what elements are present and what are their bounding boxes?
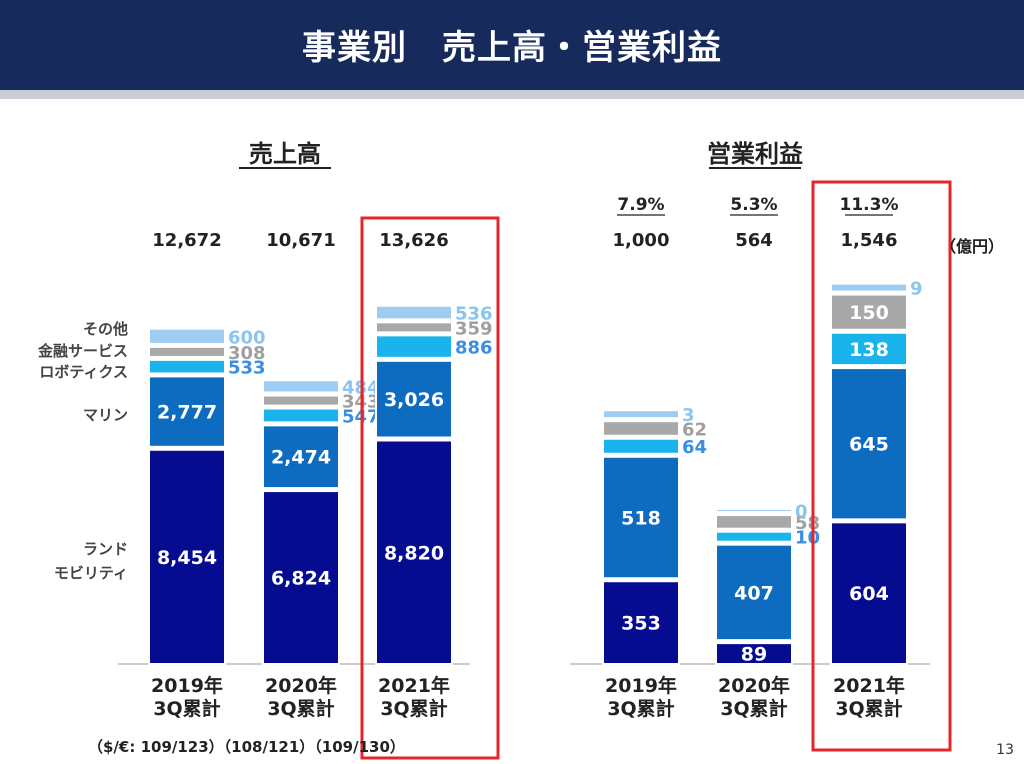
sales-label-financial-2: 359	[455, 318, 493, 339]
profit-highlight-box	[811, 180, 952, 752]
segment-label-other: その他	[83, 320, 128, 338]
profit-bar-financial-1	[715, 514, 793, 530]
sales-label-marine-0: 2,777	[157, 402, 217, 424]
profit-label-other-2: 9	[910, 279, 923, 300]
sales-highlight-box	[360, 216, 500, 760]
profit-category-2: 2021年 3Q累計	[833, 674, 905, 720]
sales-total-0: 12,672	[152, 230, 221, 251]
profit-bar-other-2	[830, 282, 908, 293]
sales-bar-other-2	[375, 304, 453, 321]
profit-total-0: 1,000	[613, 230, 670, 251]
profit-label-marine-1: 407	[734, 582, 774, 604]
header-underline	[0, 90, 1024, 99]
profit-total-2: 1,546	[841, 230, 898, 251]
sales-label-robotics-0: 533	[228, 358, 266, 379]
sales-label-land_mobility-2: 8,820	[384, 542, 444, 564]
profit-margin-1: 5.3%	[730, 195, 777, 215]
sales-label-marine-1: 2,474	[271, 447, 331, 469]
segment-label-financial: 金融サービス	[37, 342, 128, 360]
segment-label-robotics: ロボティクス	[39, 363, 128, 381]
profit-label-financial-0: 62	[682, 419, 707, 440]
profit-category-0: 2019年 3Q累計	[605, 674, 677, 720]
segment-label-marine: マリン	[83, 406, 128, 424]
segment-label-land_mobility: ランドモビリティ	[54, 540, 128, 582]
sales-bar-financial-2	[375, 321, 453, 334]
profit-label-marine-2: 645	[849, 434, 889, 456]
profit-bar-marine-1	[715, 543, 793, 642]
profit-label-robotics-0: 64	[682, 437, 707, 458]
profit-category-1: 2020年 3Q累計	[718, 674, 790, 720]
profit-bar-financial-2	[830, 293, 908, 331]
sales-label-marine-2: 3,026	[384, 389, 444, 411]
sales-bar-robotics-0	[148, 358, 226, 375]
unit-label: （億円）	[940, 237, 1004, 256]
sales-label-financial-0: 308	[228, 343, 266, 364]
profit-bar-other-0	[602, 409, 680, 420]
sales-category-1: 2020年 3Q累計	[265, 674, 337, 720]
sales-label-other-2: 536	[455, 304, 493, 325]
sales-category-2: 2021年 3Q累計	[378, 674, 450, 720]
profit-bar-marine-2	[830, 367, 908, 521]
profit-bar-robotics-1	[715, 530, 793, 543]
profit-label-land_mobility-1: 89	[741, 644, 767, 666]
profit-bar-robotics-2	[830, 331, 908, 367]
profit-chart-title: 営業利益	[707, 140, 803, 168]
profit-bar-land_mobility-1	[715, 642, 793, 666]
profit-margin-0: 7.9%	[617, 195, 664, 215]
sales-label-other-0: 600	[228, 327, 266, 348]
profit-label-financial-2: 150	[849, 302, 889, 324]
sales-bar-marine-0	[148, 375, 226, 448]
profit-bar-financial-0	[602, 420, 680, 437]
profit-bar-land_mobility-0	[602, 580, 680, 665]
profit-margin-2: 11.3%	[840, 195, 899, 215]
profit-label-land_mobility-2: 604	[849, 583, 889, 605]
sales-total-2: 13,626	[379, 230, 448, 251]
sales-chart-title: 売上高	[249, 140, 321, 168]
profit-total-1: 564	[735, 230, 773, 251]
profit-bar-marine-0	[602, 455, 680, 580]
sales-bar-robotics-2	[375, 334, 453, 359]
profit-bar-robotics-0	[602, 437, 680, 455]
sales-bar-land_mobility-1	[262, 490, 340, 665]
profit-label-other-1: 0	[795, 502, 808, 523]
profit-label-marine-0: 518	[621, 507, 661, 529]
page-title: 事業別 売上高・営業利益	[302, 28, 722, 68]
sales-bar-marine-2	[375, 359, 453, 439]
sales-bar-other-1	[262, 379, 340, 394]
profit-label-robotics-2: 138	[849, 339, 889, 361]
profit-label-land_mobility-0: 353	[621, 613, 661, 635]
sales-category-0: 2019年 3Q累計	[151, 674, 223, 720]
sales-bar-land_mobility-0	[148, 448, 226, 665]
sales-bar-marine-1	[262, 424, 340, 490]
sales-bar-financial-0	[148, 345, 226, 358]
fx-rate-note: （$/€: 109/123）（108/121）（109/130）	[88, 738, 405, 756]
sales-bar-other-0	[148, 327, 226, 345]
profit-label-other-0: 3	[682, 405, 695, 426]
header-bar	[0, 0, 1024, 90]
sales-bar-land_mobility-2	[375, 439, 453, 665]
sales-label-land_mobility-0: 8,454	[157, 547, 217, 569]
profit-bar-other-1	[715, 508, 793, 514]
sales-bar-financial-1	[262, 394, 340, 407]
page-number: 13	[996, 742, 1014, 758]
sales-label-land_mobility-1: 6,824	[271, 568, 331, 590]
sales-total-1: 10,671	[266, 230, 335, 251]
sales-bar-robotics-1	[262, 407, 340, 424]
profit-bar-land_mobility-2	[830, 521, 908, 665]
sales-label-robotics-2: 886	[455, 338, 493, 359]
